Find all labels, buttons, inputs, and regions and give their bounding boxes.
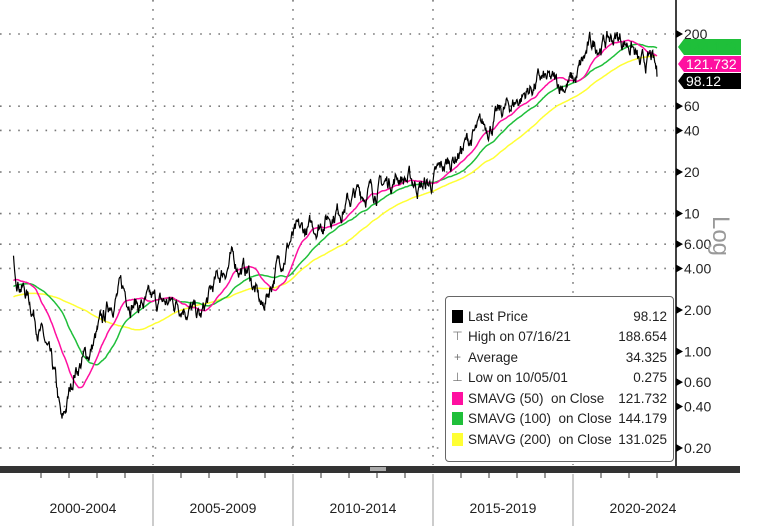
- sma-line-100: [13, 43, 658, 366]
- yellow-square-icon: [452, 432, 463, 446]
- y-axis-scale-label: Log: [707, 215, 735, 257]
- y-tick-label: 200: [684, 26, 708, 42]
- legend-value: 144.179: [618, 411, 667, 427]
- x-period-label: 2015-2019: [470, 500, 537, 516]
- legend-value: 188.654: [618, 329, 667, 345]
- legend-value: 98.12: [633, 308, 667, 324]
- legend: Last Price 98.12 ⊤ High on 07/16/21 188.654 +…: [445, 296, 674, 462]
- legend-value: 0.275: [633, 370, 667, 386]
- legend-item: SMAVG (200) on Close 131.025: [452, 429, 667, 450]
- y-tick-label: 1.00: [684, 344, 711, 360]
- legend-label: Low on 10/05/01: [468, 370, 568, 386]
- legend-item: SMAVG (50) on Close 121.732: [452, 388, 667, 409]
- price-tag: [678, 56, 741, 72]
- pink-square-icon: [452, 391, 463, 405]
- price-tag: [678, 39, 741, 55]
- legend-label: Last Price: [468, 308, 529, 324]
- black-square-icon: [452, 309, 463, 323]
- sma-line-200: [13, 54, 657, 331]
- legend-label: Average: [468, 349, 519, 365]
- x-period-label: 2020-2024: [610, 500, 677, 516]
- x-period-label: 2000-2004: [50, 500, 117, 516]
- tick-marker: [676, 264, 683, 273]
- y-tick-label: 20: [684, 164, 700, 180]
- tick-marker: [676, 209, 683, 218]
- y-tick-label: 0.60: [684, 374, 711, 390]
- last-price-line: [12, 31, 658, 419]
- high-marker-icon: ⊤: [452, 329, 463, 344]
- legend-value: 131.025: [618, 431, 667, 447]
- price-tag-label: 121.732: [686, 56, 737, 72]
- legend-value: 34.325: [625, 349, 667, 365]
- legend-item: + Average 34.325: [452, 347, 667, 368]
- legend-label: SMAVG (200) on Close: [468, 431, 612, 447]
- tick-marker: [676, 305, 683, 314]
- scrollbar-grip: [370, 467, 386, 471]
- price-tag: [678, 73, 741, 89]
- legend-item: ⊥ Low on 10/05/01 0.275: [452, 368, 667, 389]
- legend-label: High on 07/16/21: [468, 329, 571, 345]
- y-tick-label: 40: [684, 122, 700, 138]
- tick-marker: [676, 102, 683, 111]
- price-tag-label: 98.12: [686, 73, 721, 89]
- legend-item: Last Price 98.12: [452, 306, 667, 327]
- legend-label: SMAVG (100) on Close: [468, 411, 612, 427]
- low-marker-icon: ⊥: [452, 370, 463, 385]
- y-tick-label: 60: [684, 98, 700, 114]
- legend-value: 121.732: [618, 390, 667, 406]
- green-square-icon: [452, 412, 463, 426]
- tick-marker: [676, 29, 683, 38]
- price-tag-label: 144.179: [686, 39, 737, 55]
- tick-marker: [676, 378, 683, 387]
- y-tick-label: 4.00: [684, 260, 711, 276]
- x-period-label: 2005-2009: [190, 500, 257, 516]
- y-tick-label: 0.20: [684, 440, 711, 456]
- y-tick-label: 0.40: [684, 398, 711, 414]
- tick-marker: [676, 240, 683, 249]
- legend-item: SMAVG (100) on Close 144.179: [452, 409, 667, 430]
- tick-marker: [676, 347, 683, 356]
- y-tick-label: 10: [684, 206, 700, 222]
- y-tick-label: 2.00: [684, 302, 711, 318]
- average-marker-icon: +: [453, 349, 461, 364]
- sma-line-50: [13, 39, 658, 389]
- tick-marker: [676, 167, 683, 176]
- y-tick-label: 6.00: [684, 236, 711, 252]
- tick-marker: [676, 126, 683, 135]
- tick-marker: [676, 443, 683, 452]
- legend-label: SMAVG (50) on Close: [468, 390, 605, 406]
- legend-item: ⊤ High on 07/16/21 188.654: [452, 327, 667, 348]
- tick-marker: [676, 402, 683, 411]
- x-period-label: 2010-2014: [330, 500, 397, 516]
